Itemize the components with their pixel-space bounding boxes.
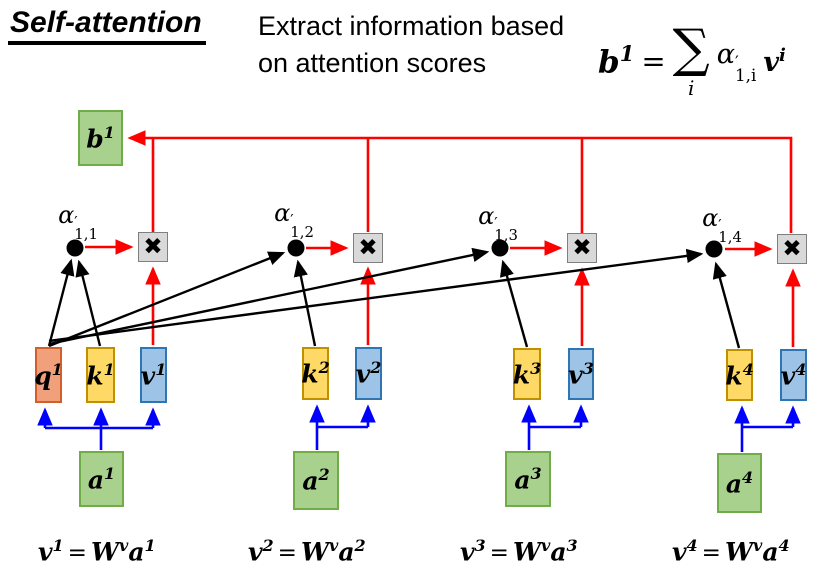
box-k2: k2: [301, 347, 330, 400]
box-k1: k1: [86, 347, 115, 403]
subtitle-line1: Extract information based: [258, 11, 565, 41]
box-k1-label: k1: [86, 359, 115, 391]
box-v4-label: v4: [780, 359, 807, 391]
multiply-node-4: ✖: [777, 234, 807, 264]
box-k3-label: k3: [512, 358, 542, 390]
alpha-label-2: α ′ 1,2: [274, 199, 314, 242]
box-k4: k4: [725, 349, 754, 401]
box-b1: b1: [78, 110, 123, 166]
multiply-icon: ✖: [782, 236, 802, 262]
box-v1: v1: [140, 347, 167, 403]
multiply-node-1: ✖: [138, 232, 168, 262]
box-b1-label: b1: [86, 122, 115, 154]
multiply-icon: ✖: [358, 235, 378, 261]
equation-v4: v4 = Wva4: [672, 536, 790, 567]
equation-v2: v2 = Wva2: [248, 536, 366, 567]
multiply-node-3: ✖: [567, 233, 597, 263]
box-a1-label: a1: [87, 463, 116, 495]
formula-b-term: b1: [598, 41, 635, 81]
formula-equals: =: [641, 44, 666, 78]
black-arrow-k1-to-alpha1: [75, 259, 102, 347]
box-k4-label: k4: [725, 359, 754, 391]
box-a4-label: a4: [725, 467, 754, 499]
box-a4: a4: [717, 453, 762, 513]
sigma-index: i: [687, 76, 695, 100]
equation-v3: v3 = Wva3: [460, 536, 578, 567]
black-arrow-q1-to-alpha4: [48, 248, 704, 343]
sigma-symbol: ∑: [672, 19, 710, 79]
multiply-icon: ✖: [572, 235, 592, 261]
box-v2: v2: [355, 347, 382, 400]
alpha-label-4: α ′ 1,4: [702, 204, 742, 247]
black-arrow-q1-to-alpha3: [48, 247, 490, 346]
black-arrow-k2-to-alpha2: [293, 259, 317, 347]
equation-v1: v1 = Wva1: [38, 536, 156, 567]
formula-alpha-term: α ′ 1,i: [716, 38, 757, 86]
box-v4: v4: [780, 349, 807, 401]
box-a3: a3: [505, 451, 551, 507]
weighted-sum-formula: b1 = ∑ i α ′ 1,i vi: [598, 22, 786, 100]
multiply-node-2: ✖: [353, 233, 383, 263]
box-q1: q1: [34, 347, 63, 403]
box-a2-label: a2: [302, 465, 330, 496]
box-v3-label: v3: [568, 358, 594, 390]
multiply-icon: ✖: [143, 234, 163, 260]
box-k2-label: k2: [301, 358, 330, 389]
box-a2: a2: [293, 451, 339, 510]
box-q1-label: q1: [34, 359, 63, 391]
formula-sum: ∑ i: [673, 22, 710, 100]
alpha-label-3: α ′ 1,3: [478, 202, 518, 245]
subtitle-line2: on attention scores: [258, 48, 487, 78]
black-arrow-k4-to-alpha4: [712, 261, 741, 349]
subtitle: Extract information based on attention s…: [258, 8, 564, 82]
black-arrow-q1-to-alpha1: [47, 258, 75, 347]
box-v3: v3: [568, 348, 594, 400]
box-k3: k3: [513, 348, 541, 400]
box-a1: a1: [79, 451, 124, 507]
box-a3-label: a3: [514, 463, 542, 495]
formula-v-term: vi: [763, 44, 786, 78]
black-arrow-q1-to-alpha2: [48, 251, 286, 348]
black-arrow-k3-to-alpha3: [499, 259, 529, 348]
alpha-dot-2: [287, 239, 305, 257]
box-v1-label: v1: [140, 359, 167, 391]
box-v2-label: v2: [355, 358, 382, 389]
alpha-label-1: α ′ 1,1: [58, 201, 98, 244]
page-title: Self-attention: [8, 6, 206, 45]
